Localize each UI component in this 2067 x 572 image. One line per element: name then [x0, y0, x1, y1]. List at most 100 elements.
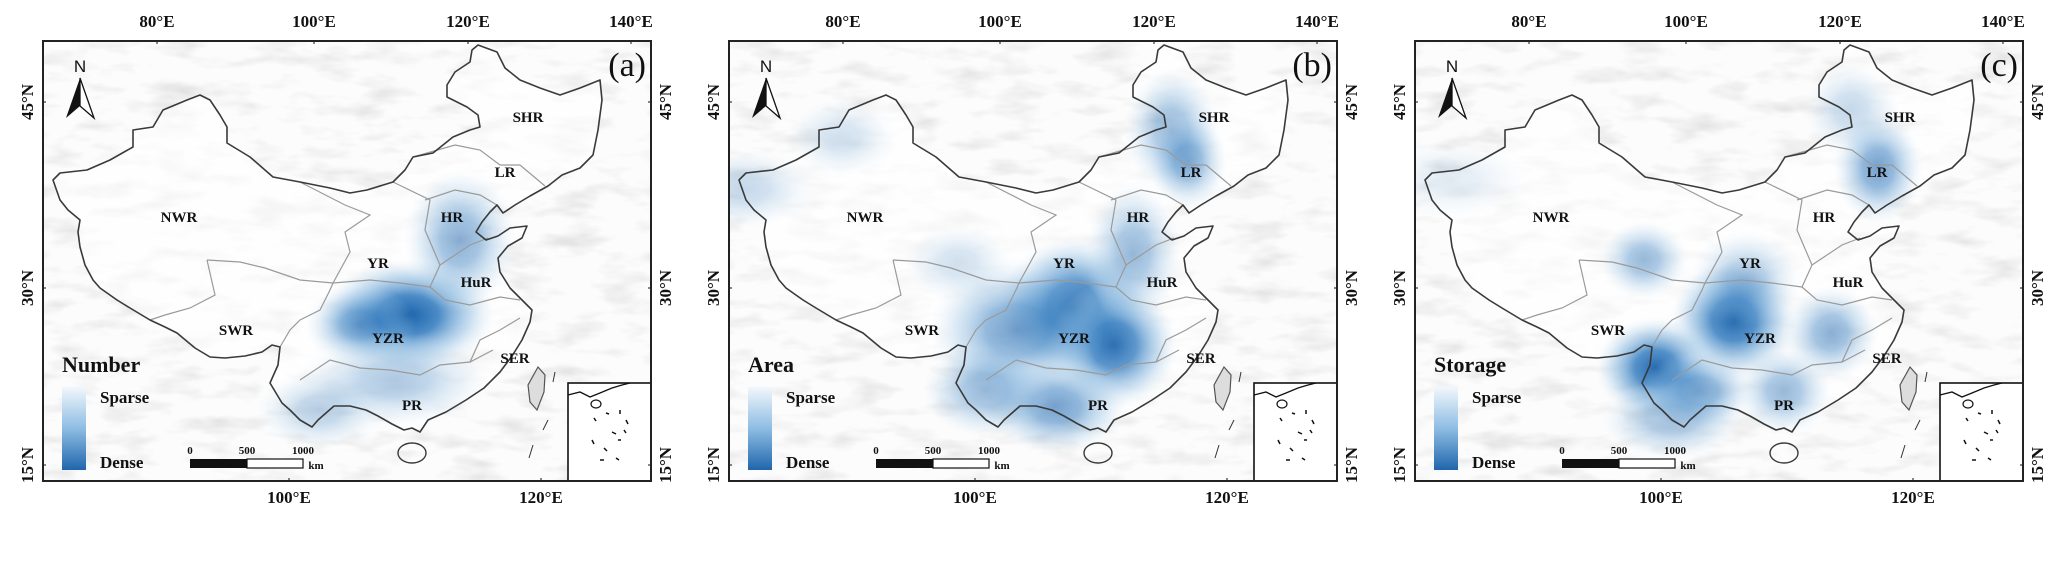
region-label-hur: HuR	[461, 275, 492, 291]
scale-tick-label: 0	[1559, 445, 1565, 457]
taiwan-island	[1899, 365, 1918, 412]
latitude-label-left: 15°N	[704, 446, 723, 484]
nine-dash-segment	[1214, 444, 1220, 459]
nine-dash-segment	[542, 419, 549, 431]
region-boundary	[469, 317, 521, 363]
longitude-label-top: 140°E	[609, 12, 653, 31]
nine-dash-segment	[1238, 371, 1242, 383]
inset-frame	[1253, 382, 1336, 480]
legend-colorbar	[1434, 387, 1458, 470]
nine-dash-segment	[552, 371, 556, 383]
region-label-yzr: YZR	[1744, 331, 1776, 347]
south-china-sea-inset	[1253, 382, 1336, 480]
density-hotspot	[1736, 346, 1832, 436]
longitude-label-bottom: 100°E	[1639, 488, 1683, 507]
longitude-label-top: 80°E	[825, 12, 861, 31]
nine-dash-segment	[528, 444, 534, 459]
north-arrow: N	[1438, 57, 1468, 121]
region-label-lr: LR	[1181, 165, 1202, 181]
longitude-label-bottom: 120°E	[1891, 488, 1935, 507]
region-label-hur: HuR	[1833, 275, 1864, 291]
region-label-hr: HR	[441, 210, 464, 226]
nine-dash-segment	[1900, 444, 1906, 459]
nine-dash-segment	[1914, 419, 1921, 431]
region-boundary	[206, 259, 521, 306]
region-boundary	[412, 144, 546, 187]
density-hotspot	[1085, 181, 1181, 325]
north-arrow-icon	[765, 77, 782, 121]
scale-bar-white	[1618, 458, 1676, 469]
inset-frame	[567, 382, 650, 480]
density-hotspot	[1416, 140, 1532, 220]
longitude-label-top: 120°E	[1132, 12, 1176, 31]
scale-bar-black	[876, 459, 933, 468]
region-boundary	[1125, 237, 1175, 266]
scale-bar-black	[190, 459, 247, 468]
region-boundary	[892, 259, 1207, 306]
region-boundary	[1651, 282, 1706, 348]
region-label-pr: PR	[1774, 398, 1794, 414]
north-arrow-label: N	[74, 57, 86, 76]
density-hotspot	[730, 149, 816, 229]
region-label-hur: HuR	[1147, 275, 1178, 291]
north-arrow-label: N	[760, 57, 772, 76]
density-hotspot	[404, 168, 516, 312]
region-label-yr: YR	[1053, 256, 1075, 272]
legend-sparse-label: Sparse	[1472, 388, 1522, 407]
region-boundary	[1578, 259, 1893, 306]
north-arrow-label: N	[1446, 57, 1458, 76]
inset-coastline	[1253, 382, 1317, 398]
latitude-label-right: 15°N	[1342, 446, 1361, 484]
region-boundary	[1796, 189, 1870, 206]
legend-sparse-label: Sparse	[100, 388, 150, 407]
latitude-label-right: 30°N	[656, 269, 675, 307]
region-label-yzr: YZR	[372, 331, 404, 347]
north-arrow-icon	[752, 78, 766, 118]
latitude-label-right: 15°N	[2028, 446, 2047, 484]
longitude-label-top: 100°E	[292, 12, 336, 31]
map-canvas: NWR YR HR LR SHR HuR YZR SWR SER PR N (a) Number S…	[44, 42, 650, 480]
longitude-label-top: 120°E	[1818, 12, 1862, 31]
region-boundary	[299, 349, 494, 381]
region-label-lr: LR	[495, 165, 516, 181]
region-label-swr: SWR	[1591, 323, 1625, 339]
latitude-label-right: 15°N	[656, 446, 675, 484]
longitude-label-top: 80°E	[139, 12, 175, 31]
region-label-shr: SHR	[513, 110, 544, 126]
scale-bar-white	[932, 458, 990, 469]
region-label-yr: YR	[1739, 256, 1761, 272]
density-hotspot	[1690, 230, 1802, 326]
north-arrow-icon	[79, 77, 96, 121]
scale-tick-label: 500	[925, 445, 942, 457]
map-panel-c: NWR YR HR LR SHR HuR YZR SWR SER PR N (c) Storage …	[1414, 40, 2024, 482]
scale-bar: 0 500 1000 km	[873, 445, 1009, 472]
density-hotspot	[1803, 62, 1899, 158]
map-canvas: NWR YR HR LR SHR HuR YZR SWR SER PR N (b) Area Spa…	[730, 42, 1336, 480]
region-label-hr: HR	[1127, 210, 1150, 226]
region-label-yzr: YZR	[1058, 331, 1090, 347]
region-label-nwr: NWR	[1533, 210, 1570, 226]
inset-islands	[1963, 410, 2001, 461]
nine-dash-segment	[1228, 419, 1235, 431]
region-label-ser: SER	[1186, 351, 1215, 367]
density-hotspot	[786, 98, 898, 178]
density-hotspot	[902, 223, 1014, 303]
region-boundary	[1811, 237, 1861, 266]
region-boundary	[1521, 259, 1588, 321]
north-arrow: N	[66, 57, 96, 121]
inset-hainan	[1962, 399, 1974, 409]
north-arrow-icon	[1438, 78, 1452, 118]
latitude-label-left: 45°N	[1390, 83, 1409, 121]
longitude-label-top: 140°E	[1981, 12, 2025, 31]
region-boundary	[835, 259, 902, 321]
region-label-nwr: NWR	[161, 210, 198, 226]
scale-tick-label: 1000	[292, 445, 315, 457]
inset-islands	[1277, 410, 1315, 461]
latitude-label-left: 45°N	[704, 83, 723, 121]
region-boundary	[1764, 181, 1813, 288]
region-boundary	[1078, 181, 1127, 288]
region-boundary	[299, 181, 372, 284]
scale-bar-black	[1562, 459, 1619, 468]
region-boundary	[149, 259, 216, 321]
south-china-sea-inset	[567, 382, 650, 480]
